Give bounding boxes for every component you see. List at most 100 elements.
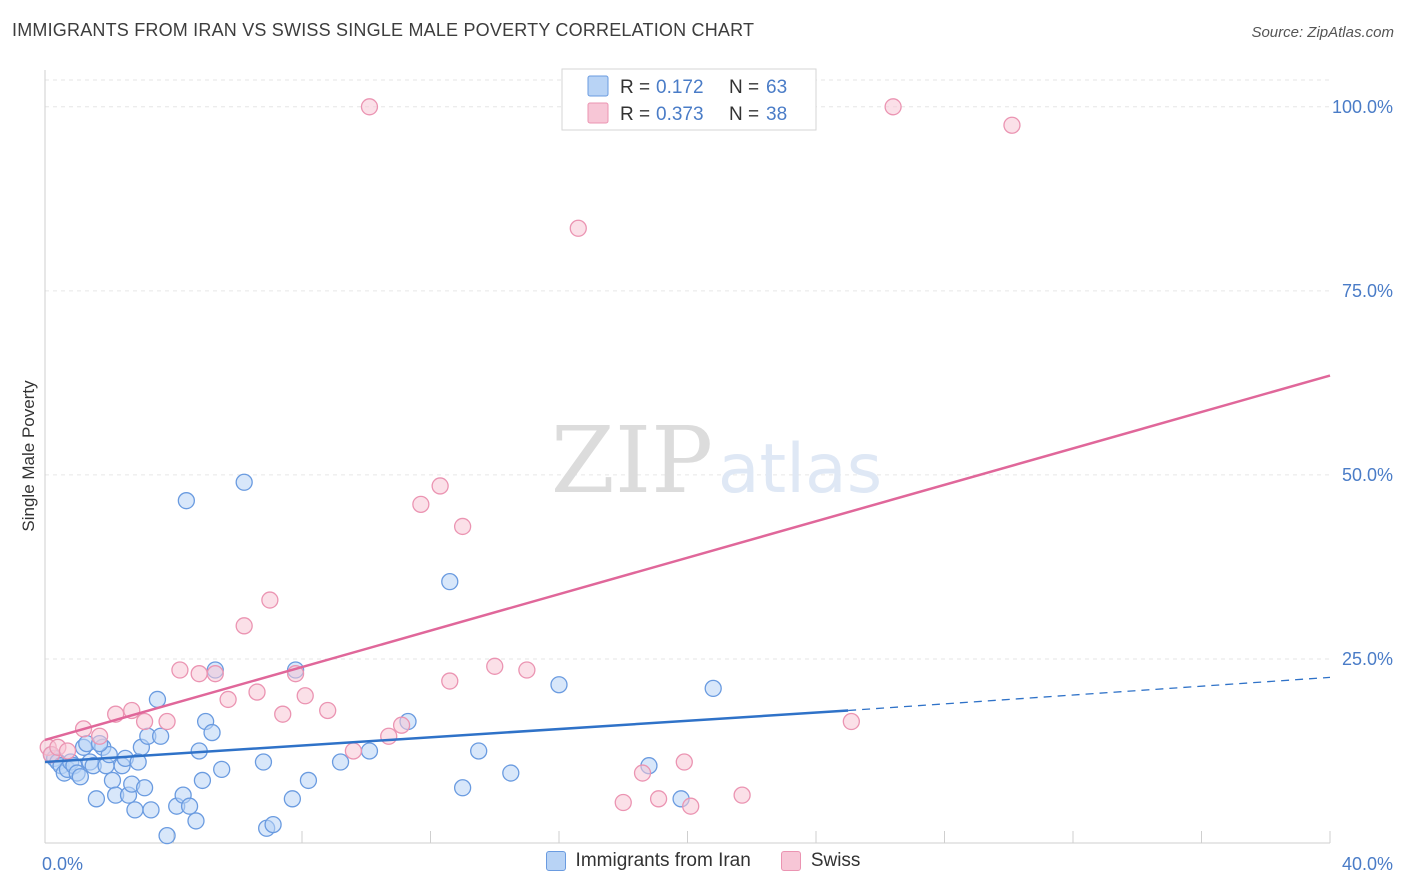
- point-iran-60: [704, 679, 722, 698]
- legend-r-label-2: R =: [620, 104, 650, 125]
- legend-label-iran: Immigrants from Iran: [575, 850, 751, 871]
- point-swiss-38: [884, 98, 902, 116]
- point-swiss-40: [614, 793, 632, 812]
- legend-r-value-1: 0.172: [656, 77, 704, 98]
- point-iran-56: [502, 764, 520, 782]
- top-legend: R = 0.172 N = 63 R = 0.373 N = 38: [561, 68, 817, 131]
- point-swiss-17: [274, 705, 292, 723]
- x-tick-label-0: 0.0%: [42, 854, 83, 874]
- point-swiss-33: [649, 790, 668, 808]
- point-swiss-27: [441, 672, 459, 690]
- point-iran-28: [142, 801, 160, 819]
- point-swiss-29: [486, 657, 504, 675]
- point-iran-18: [103, 771, 122, 790]
- point-swiss-36: [733, 786, 751, 804]
- legend-n-value-1: 63: [766, 77, 787, 98]
- series-iran-points: [42, 473, 722, 845]
- legend-swatch-pink: [587, 102, 609, 124]
- point-swiss-22: [360, 98, 379, 116]
- point-swiss-21: [344, 742, 363, 760]
- trend-iran-dashed: [848, 676, 1331, 712]
- point-swiss-24: [392, 716, 411, 734]
- point-iran-57: [550, 676, 568, 694]
- watermark: ZIP atlas: [551, 407, 882, 514]
- grid-lines: [45, 79, 1330, 660]
- point-iran-31: [158, 826, 176, 845]
- y-tick-label-0: 25.0%: [1342, 649, 1393, 669]
- point-swiss-37: [842, 712, 860, 731]
- point-iran-24: [126, 801, 144, 819]
- legend-n-value-2: 38: [766, 104, 787, 125]
- point-swiss-32: [633, 764, 652, 782]
- x-tick-label-1: 40.0%: [1342, 854, 1393, 874]
- point-swiss-28: [453, 517, 472, 536]
- point-iran-40: [203, 723, 221, 742]
- trend-swiss: [44, 374, 1331, 742]
- point-iran-29: [148, 690, 167, 709]
- point-iran-46: [264, 815, 282, 834]
- legend-swatch-iran: [545, 851, 566, 871]
- point-swiss-25: [412, 495, 430, 514]
- point-iran-51: [360, 742, 379, 760]
- tick-labels: 25.0% 50.0% 75.0% 100.0% 0.0% 40.0%: [42, 97, 1393, 874]
- y-tick-label-1: 50.0%: [1342, 465, 1393, 485]
- point-iran-30: [151, 727, 170, 745]
- point-swiss-5: [90, 727, 109, 745]
- point-swiss-9: [158, 712, 176, 731]
- point-swiss-8: [135, 712, 154, 731]
- point-iran-47: [283, 790, 302, 808]
- y-tick-label-3: 100.0%: [1332, 97, 1393, 117]
- point-iran-55: [470, 742, 488, 760]
- watermark-zip: ZIP: [551, 407, 713, 514]
- point-iran-43: [235, 473, 253, 491]
- point-iran-42: [213, 760, 231, 779]
- point-swiss-10: [171, 661, 189, 679]
- point-swiss-3: [58, 742, 77, 760]
- point-swiss-39: [1003, 116, 1021, 134]
- legend-r-label-1: R =: [620, 77, 650, 98]
- point-swiss-14: [235, 617, 253, 635]
- point-iran-14: [87, 790, 106, 808]
- legend-swatch-blue: [587, 75, 609, 97]
- point-iran-26: [135, 779, 154, 797]
- source-credit: Source: ZipAtlas.com: [1251, 24, 1394, 41]
- point-swiss-13: [219, 690, 237, 709]
- point-iran-9: [71, 768, 89, 786]
- bottom-legend: Immigrants from Iran Swiss: [0, 850, 1406, 872]
- point-iran-36: [187, 812, 205, 830]
- axes: [44, 70, 1331, 844]
- point-iran-62: [129, 753, 147, 771]
- point-swiss-12: [206, 665, 224, 683]
- trend-iran-solid: [44, 709, 849, 764]
- point-swiss-30: [518, 661, 536, 679]
- point-swiss-35: [682, 797, 700, 815]
- point-swiss-34: [675, 753, 693, 771]
- point-iran-38: [193, 771, 212, 790]
- point-swiss-11: [190, 665, 208, 683]
- point-iran-53: [441, 573, 459, 591]
- point-swiss-16: [261, 591, 279, 609]
- y-tick-label-2: 75.0%: [1342, 281, 1393, 301]
- legend-item-iran: Immigrants from Iran: [545, 850, 751, 872]
- point-swiss-23: [380, 727, 398, 745]
- legend-r-value-2: 0.373: [656, 104, 704, 125]
- series-swiss-points: [39, 98, 1021, 815]
- point-iran-54: [453, 779, 472, 797]
- legend-n-label-2: N =: [729, 104, 759, 125]
- legend-item-swiss: Swiss: [780, 850, 861, 872]
- point-iran-44: [254, 753, 273, 771]
- y-axis-label: Single Male Poverty: [19, 380, 38, 532]
- legend-label-swiss: Swiss: [810, 850, 861, 871]
- chart-title: IMMIGRANTS FROM IRAN VS SWISS SINGLE MAL…: [12, 20, 755, 40]
- point-swiss-19: [296, 687, 314, 705]
- point-swiss-26: [431, 477, 449, 495]
- point-iran-50: [331, 753, 350, 771]
- legend-swatch-swiss: [780, 851, 801, 871]
- watermark-atlas: atlas: [718, 430, 882, 509]
- point-iran-49: [299, 771, 318, 790]
- point-swiss-20: [319, 701, 337, 720]
- point-swiss-31: [569, 219, 587, 237]
- trend-lines: [44, 374, 1331, 764]
- legend-n-label-1: N =: [729, 77, 759, 98]
